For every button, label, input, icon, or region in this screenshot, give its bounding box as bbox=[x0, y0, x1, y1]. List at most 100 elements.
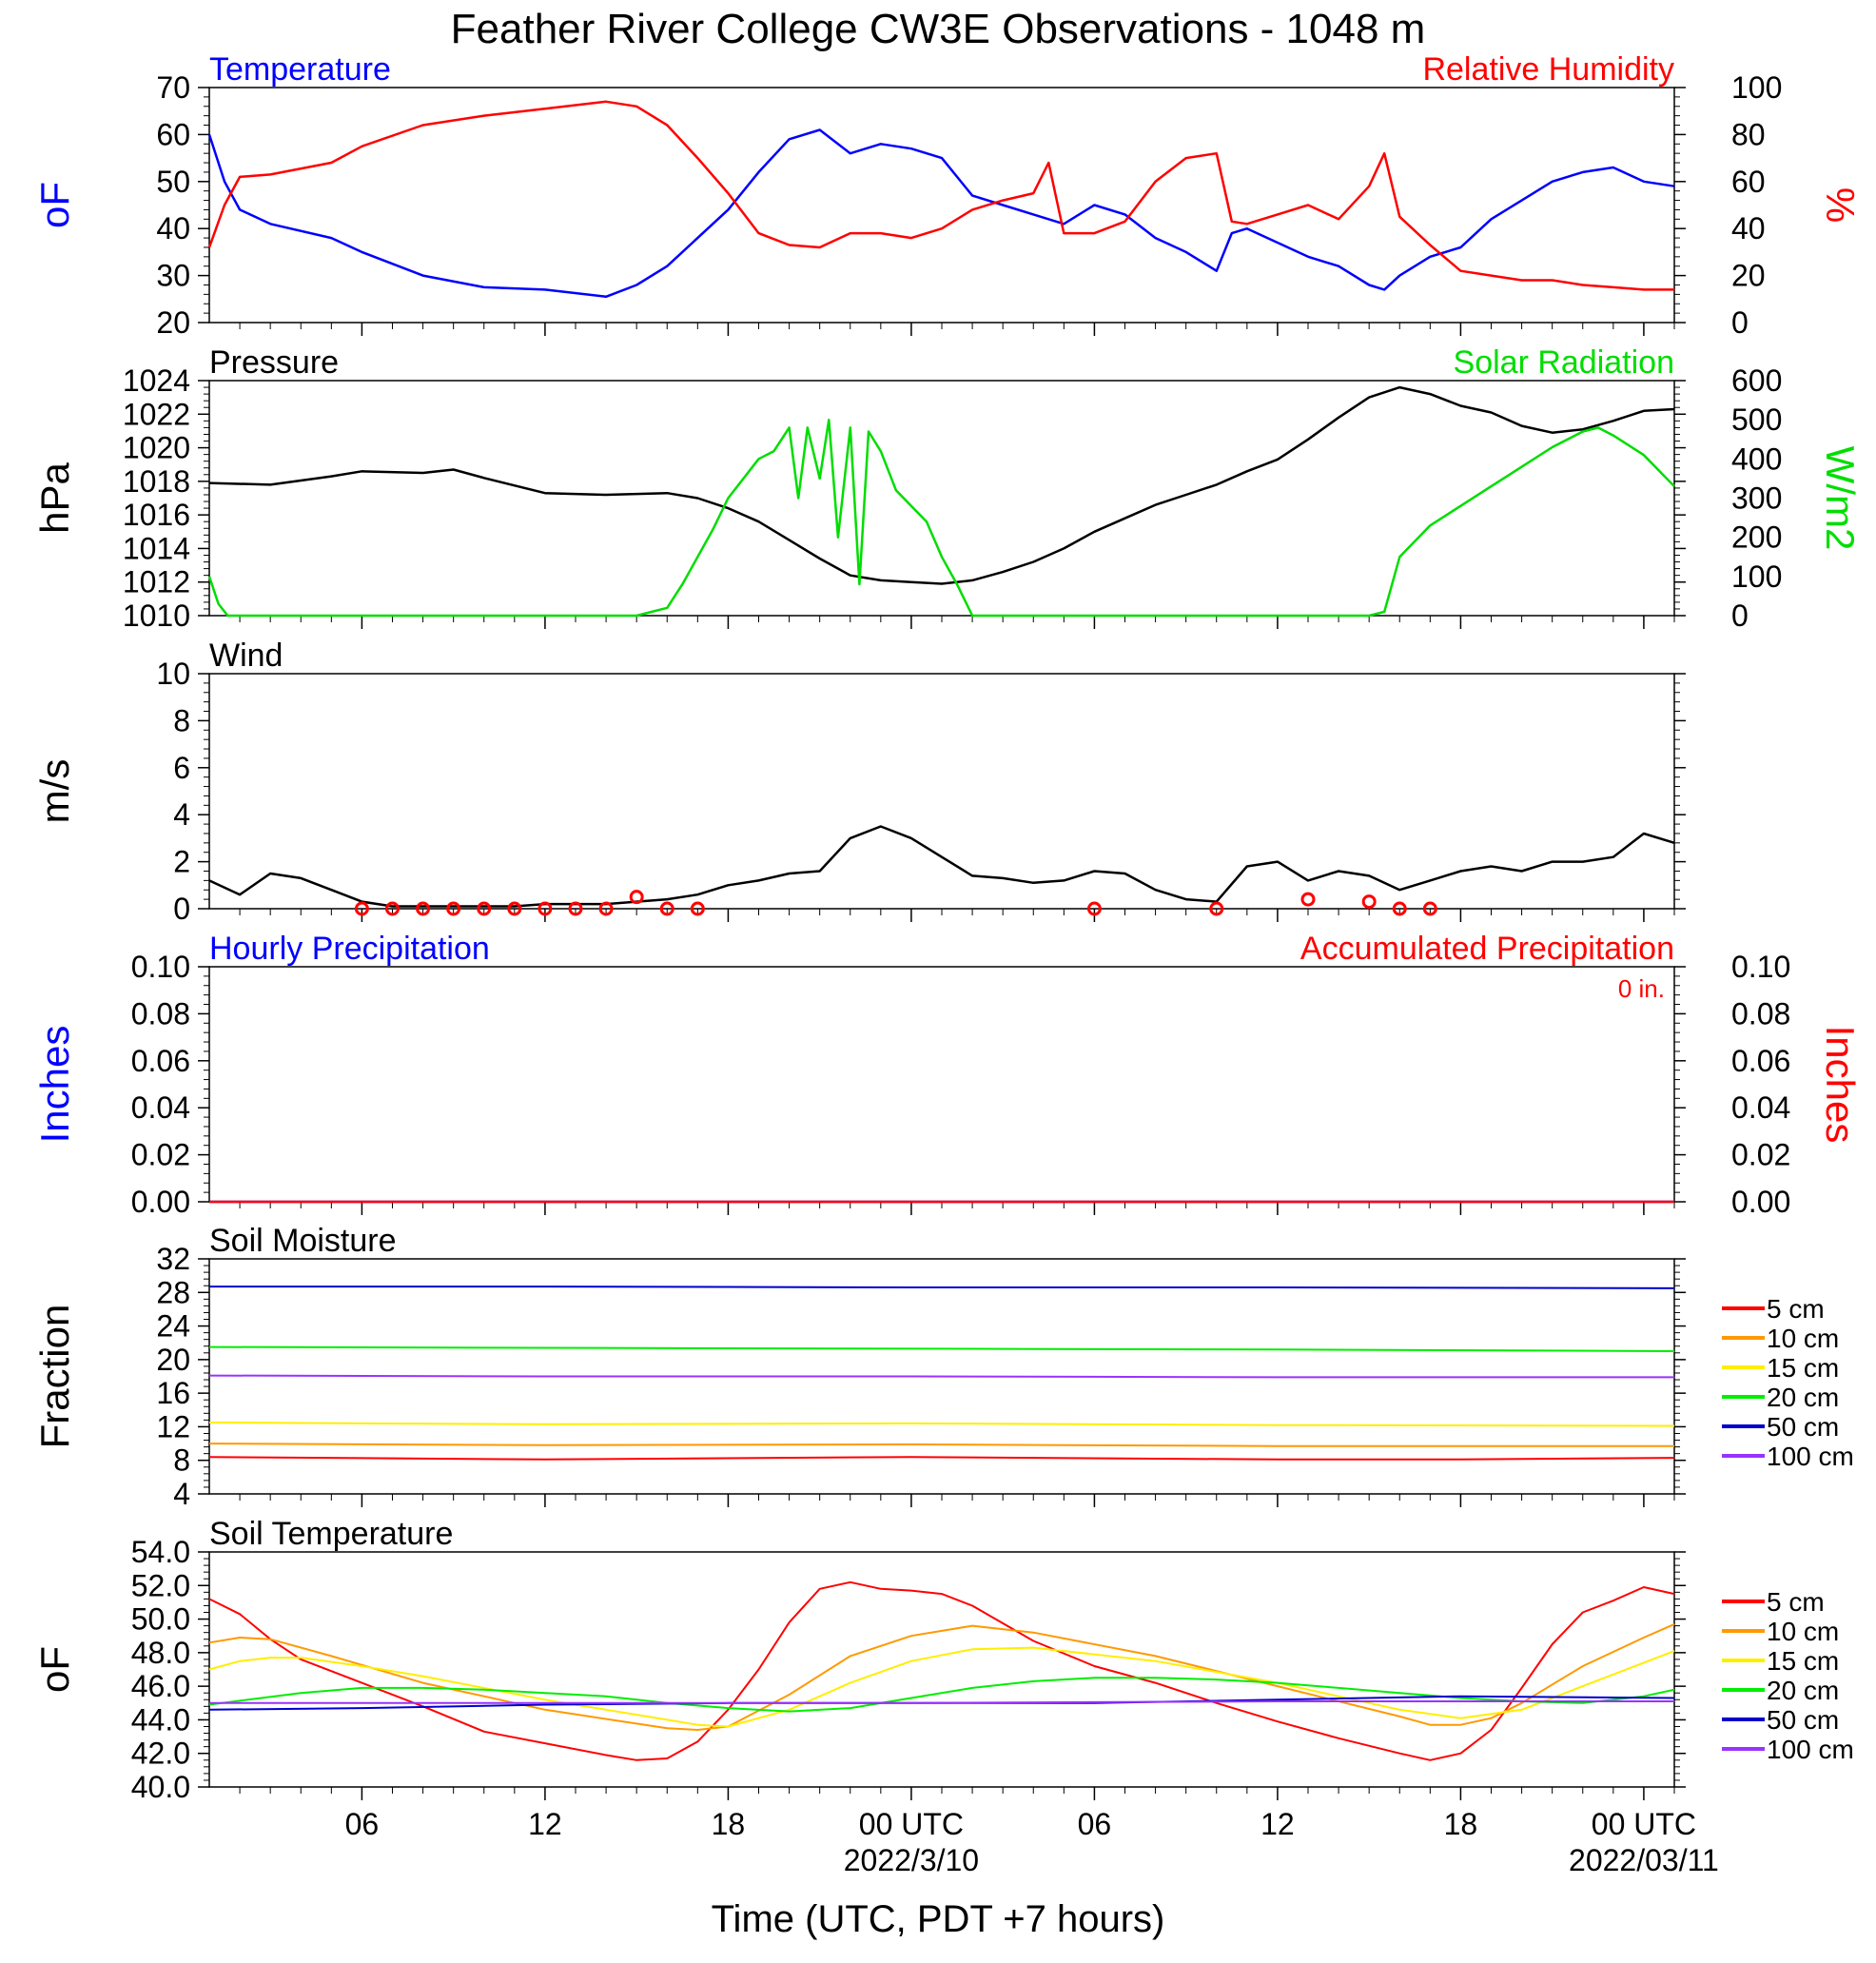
y-tick-label-left: 46.0 bbox=[131, 1669, 190, 1703]
panel-soil_moisture bbox=[198, 1258, 1765, 1507]
y-tick-label-left: 40.0 bbox=[131, 1770, 190, 1804]
y-tick-label-left: 8 bbox=[173, 1443, 190, 1478]
y-tick-label-left: 28 bbox=[156, 1275, 190, 1309]
x-tick-label: 12 bbox=[528, 1807, 562, 1841]
y-axis-label-left: oF bbox=[32, 182, 77, 228]
x-tick-label: 06 bbox=[345, 1807, 380, 1841]
series-line-soil_10 bbox=[208, 1443, 1674, 1447]
y-tick-label-right: 0.02 bbox=[1731, 1138, 1790, 1172]
y-tick-label-left: 50 bbox=[156, 165, 190, 199]
y-tick-label-right: 200 bbox=[1731, 520, 1782, 555]
y-tick-label-left: 54.0 bbox=[131, 1535, 190, 1569]
legend-label: 20 cm bbox=[1767, 1676, 1839, 1705]
panel-title-left: Temperature bbox=[209, 51, 391, 88]
series-line-humidity bbox=[207, 100, 1674, 291]
legend-label: 15 cm bbox=[1767, 1353, 1839, 1383]
series-line-pressure bbox=[208, 385, 1675, 585]
y-tick-label-left: 10 bbox=[156, 657, 190, 691]
y-tick-label-left: 12 bbox=[156, 1409, 190, 1443]
series-line-soil_15 bbox=[208, 1422, 1675, 1427]
y-tick-label-right: 100 bbox=[1731, 559, 1782, 594]
wind-calm-marker bbox=[537, 901, 553, 916]
y-tick-label-left: 8 bbox=[173, 703, 190, 737]
y-axis-label-left: Fraction bbox=[32, 1305, 77, 1449]
panel-frame bbox=[208, 380, 1675, 617]
y-tick-label-left: 2 bbox=[173, 845, 190, 879]
wind-calm-marker bbox=[568, 901, 583, 916]
wind-calm-marker bbox=[1086, 901, 1102, 916]
y-tick-label-left: 32 bbox=[156, 1242, 190, 1276]
x-tick-sublabel: 2022/3/10 bbox=[844, 1843, 979, 1877]
y-tick-label-right: 0.00 bbox=[1731, 1185, 1790, 1219]
y-tick-label-right: 0.08 bbox=[1731, 996, 1790, 1031]
panel-title-left: Wind bbox=[209, 638, 283, 674]
y-axis-label-left: m/s bbox=[32, 759, 77, 824]
y-tick-label-left: 0.10 bbox=[131, 950, 190, 984]
wind-calm-marker bbox=[1300, 892, 1316, 907]
x-tick-label: 12 bbox=[1260, 1807, 1295, 1841]
y-tick-label-left: 0.08 bbox=[131, 996, 190, 1031]
y-tick-label-right: 0.10 bbox=[1731, 950, 1790, 984]
x-tick-label: 00 UTC bbox=[1592, 1807, 1696, 1841]
series-line-soil_20 bbox=[208, 1677, 1675, 1713]
y-tick-label-right: 100 bbox=[1731, 70, 1782, 105]
panel-frame bbox=[208, 966, 1675, 1203]
wind-calm-marker bbox=[416, 901, 431, 916]
wind-calm-marker bbox=[690, 901, 705, 916]
series-line-soil_5 bbox=[208, 1580, 1675, 1761]
wind-calm-marker bbox=[629, 890, 644, 905]
wind-calm-marker bbox=[1361, 894, 1377, 910]
y-tick-label-left: 30 bbox=[156, 259, 190, 293]
y-tick-label-right: 60 bbox=[1731, 165, 1766, 199]
series-line-soil_100 bbox=[208, 1374, 1674, 1379]
series-line-soil_20 bbox=[208, 1345, 1675, 1352]
panel-title-left: Hourly Precipitation bbox=[209, 931, 490, 967]
wind-calm-marker bbox=[1392, 901, 1407, 916]
panel-wind bbox=[198, 673, 1686, 922]
series-line-temperature bbox=[207, 128, 1675, 299]
panel-frame bbox=[208, 87, 1675, 324]
y-tick-label-right: 600 bbox=[1731, 363, 1782, 398]
x-tick-label: 18 bbox=[712, 1807, 746, 1841]
y-tick-label-left: 1010 bbox=[123, 599, 190, 633]
y-axis-label-left: oF bbox=[32, 1646, 77, 1693]
panel-temperature_humidity bbox=[198, 87, 1686, 336]
y-axis-label-right: % bbox=[1818, 187, 1863, 223]
x-tick-label: 06 bbox=[1078, 1807, 1112, 1841]
wind-calm-marker bbox=[477, 901, 492, 916]
legend-label: 15 cm bbox=[1767, 1646, 1839, 1676]
y-tick-label-left: 0.02 bbox=[131, 1138, 190, 1172]
y-tick-label-left: 1024 bbox=[123, 363, 190, 398]
series-line-soil_50 bbox=[209, 1286, 1675, 1289]
legend-label: 100 cm bbox=[1767, 1442, 1854, 1471]
y-tick-label-left: 0.00 bbox=[131, 1185, 190, 1219]
y-tick-label-left: 50.0 bbox=[131, 1602, 190, 1637]
panel-title-right: Accumulated Precipitation bbox=[1300, 931, 1674, 967]
y-axis-label-left: Inches bbox=[32, 1026, 77, 1144]
y-tick-label-left: 4 bbox=[173, 797, 190, 832]
y-tick-label-right: 0.06 bbox=[1731, 1044, 1790, 1078]
y-tick-label-left: 4 bbox=[173, 1477, 190, 1511]
legend-label: 5 cm bbox=[1767, 1294, 1825, 1324]
panel-title-left: Soil Temperature bbox=[209, 1516, 453, 1552]
series-line-wind bbox=[208, 825, 1675, 908]
y-tick-label-right: 300 bbox=[1731, 481, 1782, 516]
y-tick-label-right: 0.04 bbox=[1731, 1090, 1790, 1125]
series-line-soil_10 bbox=[208, 1622, 1675, 1731]
y-tick-label-right: 40 bbox=[1731, 211, 1766, 245]
wind-calm-marker bbox=[354, 901, 369, 916]
y-tick-label-left: 1018 bbox=[123, 464, 190, 499]
legend-label: 50 cm bbox=[1767, 1412, 1839, 1442]
legend-label: 5 cm bbox=[1767, 1587, 1825, 1617]
panel-pressure_solar bbox=[198, 380, 1686, 629]
accumulated-value: 0 in. bbox=[1618, 974, 1665, 1003]
panel-title-right: Solar Radiation bbox=[1454, 344, 1674, 381]
x-tick-sublabel: 2022/03/11 bbox=[1569, 1843, 1719, 1877]
y-tick-label-left: 52.0 bbox=[131, 1568, 190, 1602]
panel-title-left: Soil Moisture bbox=[209, 1223, 397, 1259]
y-tick-label-right: 20 bbox=[1731, 259, 1766, 293]
y-tick-label-left: 24 bbox=[156, 1309, 190, 1344]
y-axis-label-right: W/m2 bbox=[1818, 446, 1863, 551]
wind-calm-marker bbox=[507, 901, 522, 916]
